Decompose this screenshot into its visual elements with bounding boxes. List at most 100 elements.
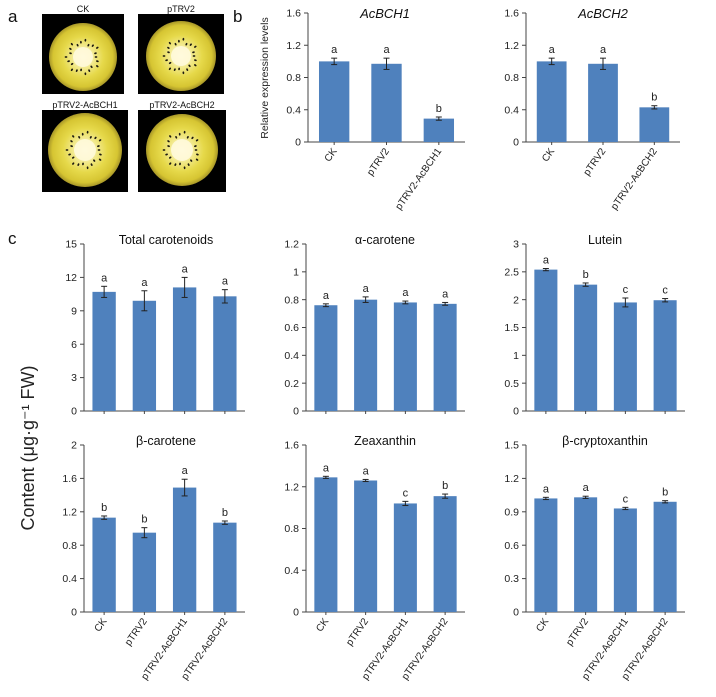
significance-letter: a <box>363 283 370 295</box>
error-bar <box>542 267 549 272</box>
seed-mark <box>94 52 97 55</box>
error-bar <box>141 290 148 312</box>
category-label: CK <box>93 616 110 634</box>
seed-mark <box>175 135 178 139</box>
bar <box>318 61 350 143</box>
seed-mark <box>174 42 177 46</box>
y-tick-label: 0 <box>513 406 519 418</box>
seed-mark <box>69 47 72 50</box>
y-tick-label: 2 <box>513 294 519 306</box>
bar <box>314 305 338 411</box>
error-bar <box>322 303 329 308</box>
fruit-label-ptrv2-acbch2: pTRV2-AcBCH2 <box>149 100 214 110</box>
seed-mark <box>68 153 71 156</box>
bar <box>172 487 197 612</box>
bar <box>639 107 670 142</box>
y-tick-label: 0.5 <box>504 378 519 390</box>
bar <box>613 302 637 411</box>
y-tick-label: 1.2 <box>286 40 301 52</box>
chart-title: AcBCH1 <box>359 6 410 21</box>
seed-mark <box>69 52 72 55</box>
error-bar <box>362 478 369 483</box>
bar <box>613 508 637 612</box>
chart-c6: β-cryptoxanthin 0 0.3 0.6 0.9 1.2 1.5 a CK a pTRV2… <box>504 434 685 682</box>
bar <box>92 517 116 612</box>
seed-mark <box>196 153 199 156</box>
significance-letter: a <box>383 44 390 56</box>
significance-letter: a <box>442 288 449 300</box>
seed-mark <box>182 37 185 41</box>
significance-letter: a <box>182 263 189 275</box>
y-tick-label: 6 <box>71 339 77 351</box>
panel-letter-a: a <box>8 7 18 26</box>
seed-mark <box>192 51 195 54</box>
y-tick-label: 0.9 <box>504 506 519 518</box>
seed-mark <box>94 56 98 58</box>
bar <box>534 498 558 612</box>
seed-mark <box>190 159 193 162</box>
chart-title: AcBCH2 <box>577 6 629 21</box>
seed-mark <box>168 156 172 159</box>
seed-mark <box>168 67 172 71</box>
charts-group: AcBCH1 0 0.4 0.8 1.2 1.6 a CK a pTRV2 b pTRV2-AcBCH… <box>62 6 685 682</box>
seed-mark <box>167 46 170 49</box>
y-tick-label: 1.5 <box>504 440 519 452</box>
panel-letter-b: b <box>233 7 242 26</box>
seed-mark <box>70 140 73 143</box>
y-tick-label: 1.5 <box>504 322 519 334</box>
error-bar <box>331 57 338 66</box>
y-tick-label: 9 <box>71 305 77 317</box>
seed-mark <box>177 39 180 43</box>
seed-mark <box>194 149 198 151</box>
y-tick-label: 3 <box>513 239 519 251</box>
significance-letter: b <box>436 103 442 115</box>
y-tick-label: 1.6 <box>286 8 301 20</box>
seed-mark <box>195 158 199 161</box>
y-tick-label: 2.5 <box>504 266 519 278</box>
chart-title: β-carotene <box>136 434 196 448</box>
y-tick-label: 0.4 <box>284 565 299 577</box>
chart-c2: α-carotene 0 0.2 0.4 0.6 0.8 1 1.2 a a a a <box>284 233 465 418</box>
y-tick-label: 1.2 <box>284 481 299 493</box>
error-bar <box>322 475 329 479</box>
fruit-photo-ptrv2-acbch2: pTRV2-AcBCH2 <box>138 100 226 192</box>
seed-mark <box>98 139 102 142</box>
seed-mark <box>185 42 188 46</box>
seed-mark <box>70 62 74 66</box>
y-tick-label: 0.8 <box>284 523 299 535</box>
seed-mark <box>169 135 172 138</box>
y-tick-label: 0 <box>513 607 519 619</box>
seed-mark <box>195 139 199 142</box>
seed-mark <box>93 159 96 162</box>
y-tick-label: 0.8 <box>504 72 519 84</box>
significance-letter: a <box>101 272 108 284</box>
bar <box>423 118 455 142</box>
chart-c5: Zeaxanthin00.40.81.21.6aCKapTRV2cpTRV2-A… <box>284 434 465 682</box>
seed-mark <box>64 56 68 58</box>
error-bar <box>582 495 589 499</box>
bar <box>132 300 157 411</box>
seed-mark <box>80 68 83 72</box>
y-tick-label: 0 <box>293 607 299 619</box>
error-bar <box>542 496 549 501</box>
significance-letter: c <box>623 284 629 296</box>
y-tick-label: 0.4 <box>504 104 519 116</box>
category-label: pTRV2 <box>365 146 392 178</box>
fruit-label-ptrv2: pTRV2 <box>167 4 195 14</box>
significance-letter: c <box>662 285 668 297</box>
fruit-label-ptrv2-acbch1: pTRV2-AcBCH1 <box>52 100 117 110</box>
seed-mark <box>162 55 166 57</box>
seed-mark <box>167 140 170 143</box>
y-tick-label: 3 <box>71 372 77 384</box>
y-tick-label: 2 <box>71 440 77 452</box>
seed-mark <box>70 42 74 46</box>
seed-mark <box>178 67 181 71</box>
seed-mark <box>82 162 84 166</box>
category-label: CK <box>323 146 340 164</box>
seed-mark <box>192 55 196 57</box>
y-tick-label: 1.6 <box>284 440 299 452</box>
category-label: pTRV2-AcBCH1 <box>394 146 445 212</box>
y-tick-label: 0.2 <box>284 378 299 390</box>
chart-title: β-cryptoxanthin <box>562 434 648 448</box>
seed-mark <box>174 163 177 166</box>
